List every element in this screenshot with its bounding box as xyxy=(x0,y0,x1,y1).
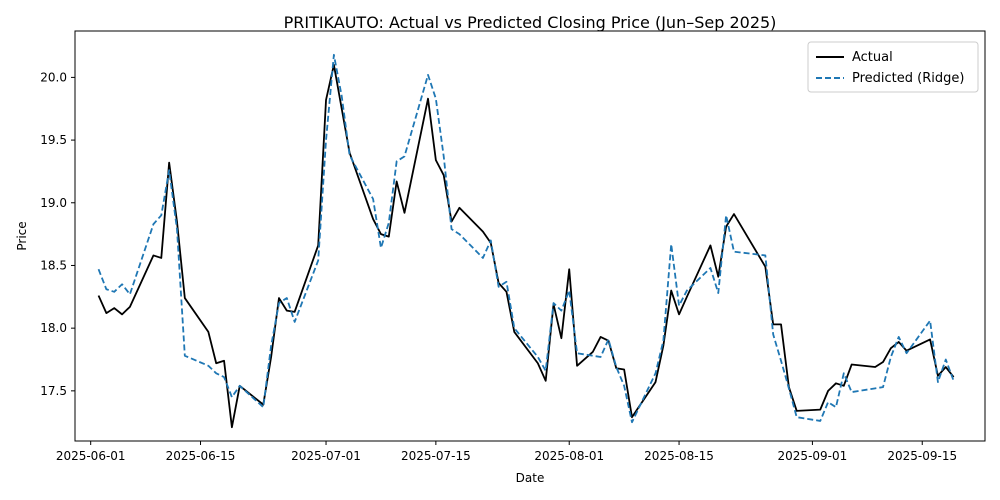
x-tick-label: 2025-09-15 xyxy=(887,449,957,463)
series-line-actual xyxy=(97,63,955,429)
x-tick-label: 2025-07-01 xyxy=(291,449,361,463)
y-tick-label: 19.5 xyxy=(40,133,67,147)
plot-area xyxy=(97,53,955,429)
series-line-predicted xyxy=(97,53,955,424)
x-axis-title: Date xyxy=(516,471,545,485)
y-tick-label: 19.0 xyxy=(40,196,67,210)
y-tick-label: 20.0 xyxy=(40,70,67,84)
legend-label-predicted: Predicted (Ridge) xyxy=(852,71,964,86)
legend-box xyxy=(807,41,979,93)
chart-title: PRITIKAUTO: Actual vs Predicted Closing … xyxy=(284,13,777,32)
x-tick-label: 2025-06-01 xyxy=(56,449,126,463)
x-tick-label: 2025-08-15 xyxy=(644,449,714,463)
legend-label-actual: Actual xyxy=(852,50,893,65)
plot-frame xyxy=(74,30,986,442)
y-axis-title: Price xyxy=(15,221,29,250)
x-tick-label: 2025-06-15 xyxy=(166,449,236,463)
y-tick-label: 18.0 xyxy=(40,321,67,335)
x-tick-label: 2025-09-01 xyxy=(778,449,848,463)
y-tick-label: 17.5 xyxy=(40,384,67,398)
legend: Actual Predicted (Ridge) xyxy=(807,41,979,93)
x-tick-label: 2025-08-01 xyxy=(534,449,604,463)
axis-ticks: 2025-06-01 2025-06-15 2025-07-01 2025-07-15… xyxy=(40,70,957,463)
y-tick-label: 18.5 xyxy=(40,258,67,272)
x-tick-label: 2025-07-15 xyxy=(401,449,471,463)
